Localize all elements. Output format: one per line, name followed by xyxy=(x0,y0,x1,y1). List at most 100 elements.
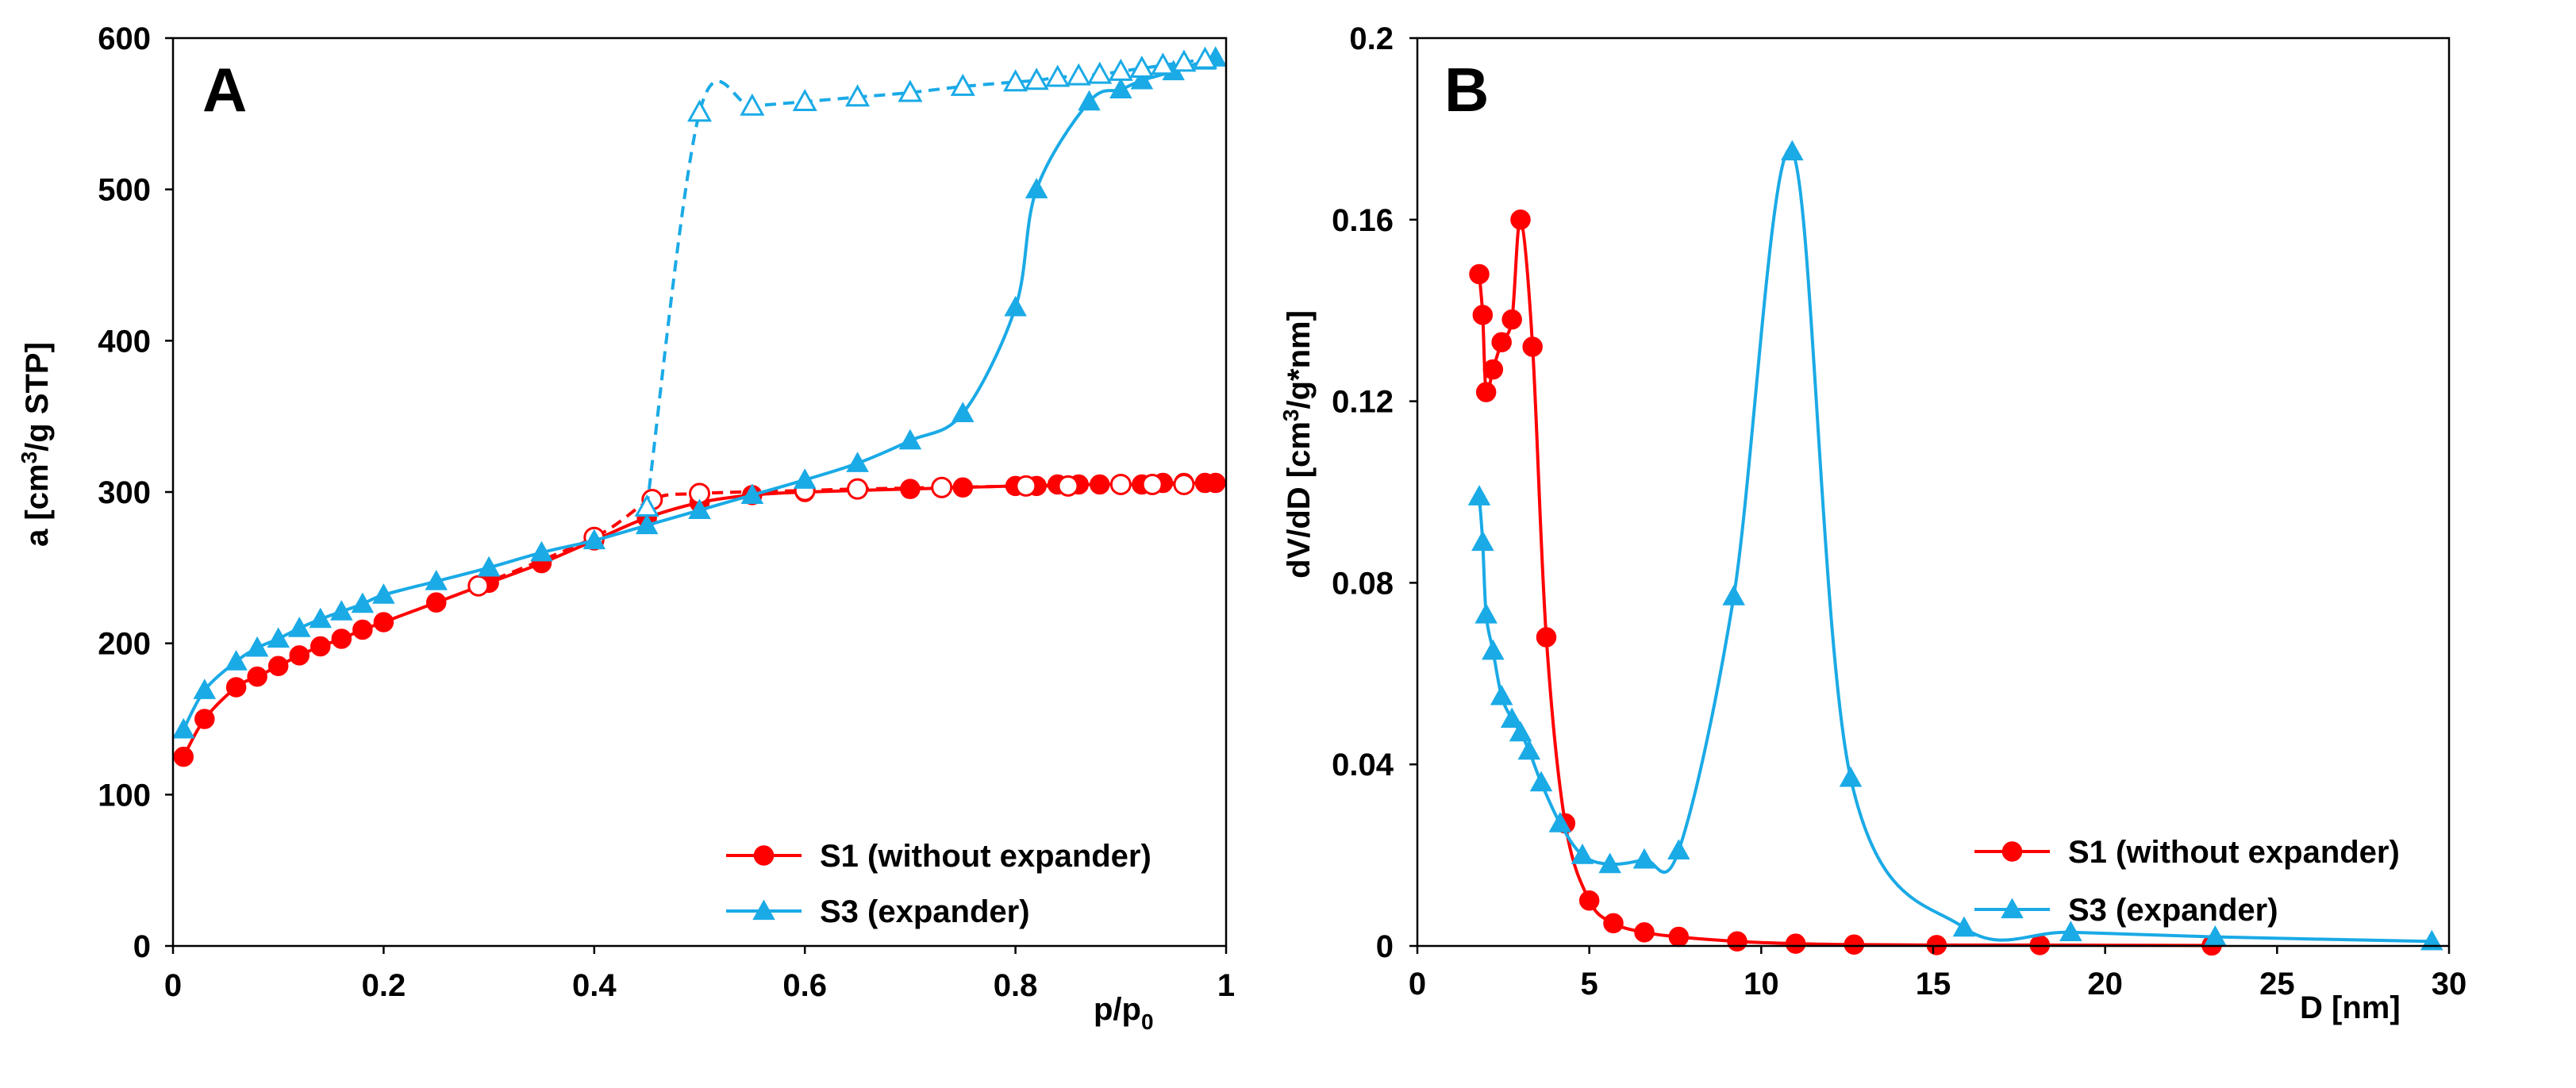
panel-a-data-point xyxy=(310,636,331,657)
panel-b-legend-label: S3 (expander) xyxy=(2068,893,2278,928)
panel-a-x-tick-label: 0.6 xyxy=(782,968,827,1003)
panel-b-x-tick-label: 5 xyxy=(1581,967,1598,1001)
panel-b-legend: S1 (without expander) S3 (expander) xyxy=(1974,835,2400,928)
panel-a-data-point xyxy=(1003,69,1028,92)
panel-b-data-point xyxy=(1501,309,1522,330)
panel-a-series-2 xyxy=(171,46,1228,739)
panel-a-data-point xyxy=(309,607,333,629)
panel-b-data-point xyxy=(1510,210,1531,230)
panel-a-data-point xyxy=(351,592,375,613)
panel-b-data-point xyxy=(1571,844,1594,864)
panel-a-data-point xyxy=(372,583,395,604)
panel-a-legend-entry: S3 (expander) xyxy=(726,894,1030,929)
panel-a-data-point xyxy=(373,612,394,632)
panel-b-legend-marker xyxy=(2001,841,2023,862)
panel-a-data-point xyxy=(1171,49,1197,72)
panel-b-data-point xyxy=(1490,684,1513,705)
panel-a-data-point xyxy=(1150,52,1175,75)
panel-a-data-point xyxy=(1045,64,1071,87)
panel-a-data-point xyxy=(1078,90,1101,111)
panel-a-data-point xyxy=(1173,473,1195,495)
panel-b-data-point xyxy=(1474,602,1498,624)
panel-a-data-point xyxy=(467,575,490,597)
panel-b-data-point xyxy=(1475,382,1497,402)
panel-a-data-point xyxy=(1004,295,1027,317)
panel-a-data-point xyxy=(1087,61,1113,84)
panel-b-data-point xyxy=(1634,922,1655,943)
panel-b-data-point xyxy=(1667,839,1690,860)
panel-a-data-point xyxy=(740,483,764,504)
panel-b-data-point xyxy=(1727,931,1747,952)
panel-a-y-tick-label: 300 xyxy=(98,475,151,510)
panel-a-data-point xyxy=(1015,475,1037,497)
panel-b-data-point xyxy=(2059,921,2082,941)
panel-b-x-tick-label: 25 xyxy=(2259,967,2295,1001)
panel-a-data-point xyxy=(289,645,310,666)
panel-a-x-tick-label: 1 xyxy=(1217,968,1235,1003)
panel-b-y-tick-label: 0.16 xyxy=(1332,203,1394,238)
panel-a-data-point xyxy=(950,73,975,96)
panel-a-data-point xyxy=(582,529,606,550)
panel-a-data-point xyxy=(173,746,194,767)
panel-b-data-point xyxy=(1522,336,1543,357)
panel-a-data-point xyxy=(1129,56,1155,79)
panel-a-data-point xyxy=(951,402,975,423)
panel-a-data-point xyxy=(267,655,289,677)
panel-a-series xyxy=(171,46,1228,767)
panel-a-x-axis-label: p/p0 xyxy=(1094,992,1154,1034)
panel-b-data-point xyxy=(1781,140,1804,161)
panel-a-data-point xyxy=(225,650,248,671)
panel-a-legend-label: S3 (expander) xyxy=(820,894,1030,929)
panel-b-y-tick-label: 0.08 xyxy=(1332,566,1394,601)
panel-a-data-point xyxy=(1141,473,1163,495)
panel-a-x-tick-label: 0.8 xyxy=(994,968,1038,1003)
panel-a-x-tick-label: 0.4 xyxy=(572,968,617,1003)
panel-a-data-point xyxy=(1057,475,1079,497)
panel-a-series-1 xyxy=(467,473,1195,597)
panel-a-data-point xyxy=(530,540,553,562)
panel-a-data-point xyxy=(847,478,869,500)
panel-a-y-tick-label: 400 xyxy=(98,324,151,359)
panel-b-y-tick-label: 0 xyxy=(1376,929,1394,964)
panel-a-data-point xyxy=(194,709,215,729)
panel-a-y-tick-label: 0 xyxy=(133,929,151,964)
panel-a-series-line xyxy=(645,57,1205,508)
panel-a-legend-label: S1 (without expander) xyxy=(820,839,1152,874)
panel-b-data-point xyxy=(1482,639,1505,660)
panel-b-x-tick-label: 10 xyxy=(1744,967,1779,1001)
panel-b-legend-label: S1 (without expander) xyxy=(2068,835,2400,870)
panel-b-data-point xyxy=(1548,812,1572,832)
panel-b-data-point xyxy=(1632,848,1656,869)
panel-a-data-point xyxy=(245,636,269,657)
panel-a-data-point xyxy=(330,600,353,621)
panel-a-legend-marker xyxy=(753,845,775,866)
panel-a-data-point xyxy=(426,592,447,613)
panel-a-data-point xyxy=(846,452,869,472)
panel-b-data-point xyxy=(1471,530,1494,552)
panel-b-x-tick-label: 15 xyxy=(1916,967,1951,1001)
panel-a-data-point xyxy=(931,476,953,498)
panel-b-data-point xyxy=(1482,359,1504,380)
panel-a-data-point xyxy=(477,556,501,577)
panel-a-y-tick-label: 200 xyxy=(98,627,151,662)
panel-a-data-point xyxy=(688,498,711,520)
panel-a-data-point xyxy=(635,513,659,535)
panel-a-y-tick-label: 600 xyxy=(98,21,151,56)
panel-a-data-point xyxy=(425,569,448,590)
panel-a-data-point xyxy=(1108,58,1133,81)
panel-a-y-tick-label: 100 xyxy=(98,778,151,813)
panel-b-data-point xyxy=(1536,627,1557,648)
panel-a-x-tick-label: 0.2 xyxy=(362,968,406,1003)
panel-a-data-point xyxy=(171,717,195,739)
panel-b-data-point xyxy=(1603,913,1624,934)
panel-b-data-point xyxy=(1844,934,1865,955)
panel-b-data-point xyxy=(1598,852,1621,874)
panel-b-x-tick-label: 0 xyxy=(1409,967,1426,1001)
panel-a-data-point xyxy=(1109,78,1132,98)
panel-a-data-point xyxy=(793,468,817,489)
panel-a-ticks: 0 0.2 0.4 0.6 0.8 1 0 100 200 300 400 500 600 xyxy=(98,21,1235,1003)
panel-b-data-point xyxy=(1500,707,1524,729)
panel-a-data-point xyxy=(792,88,817,111)
panel-b-x-axis-label: D [nm] xyxy=(2300,990,2401,1025)
